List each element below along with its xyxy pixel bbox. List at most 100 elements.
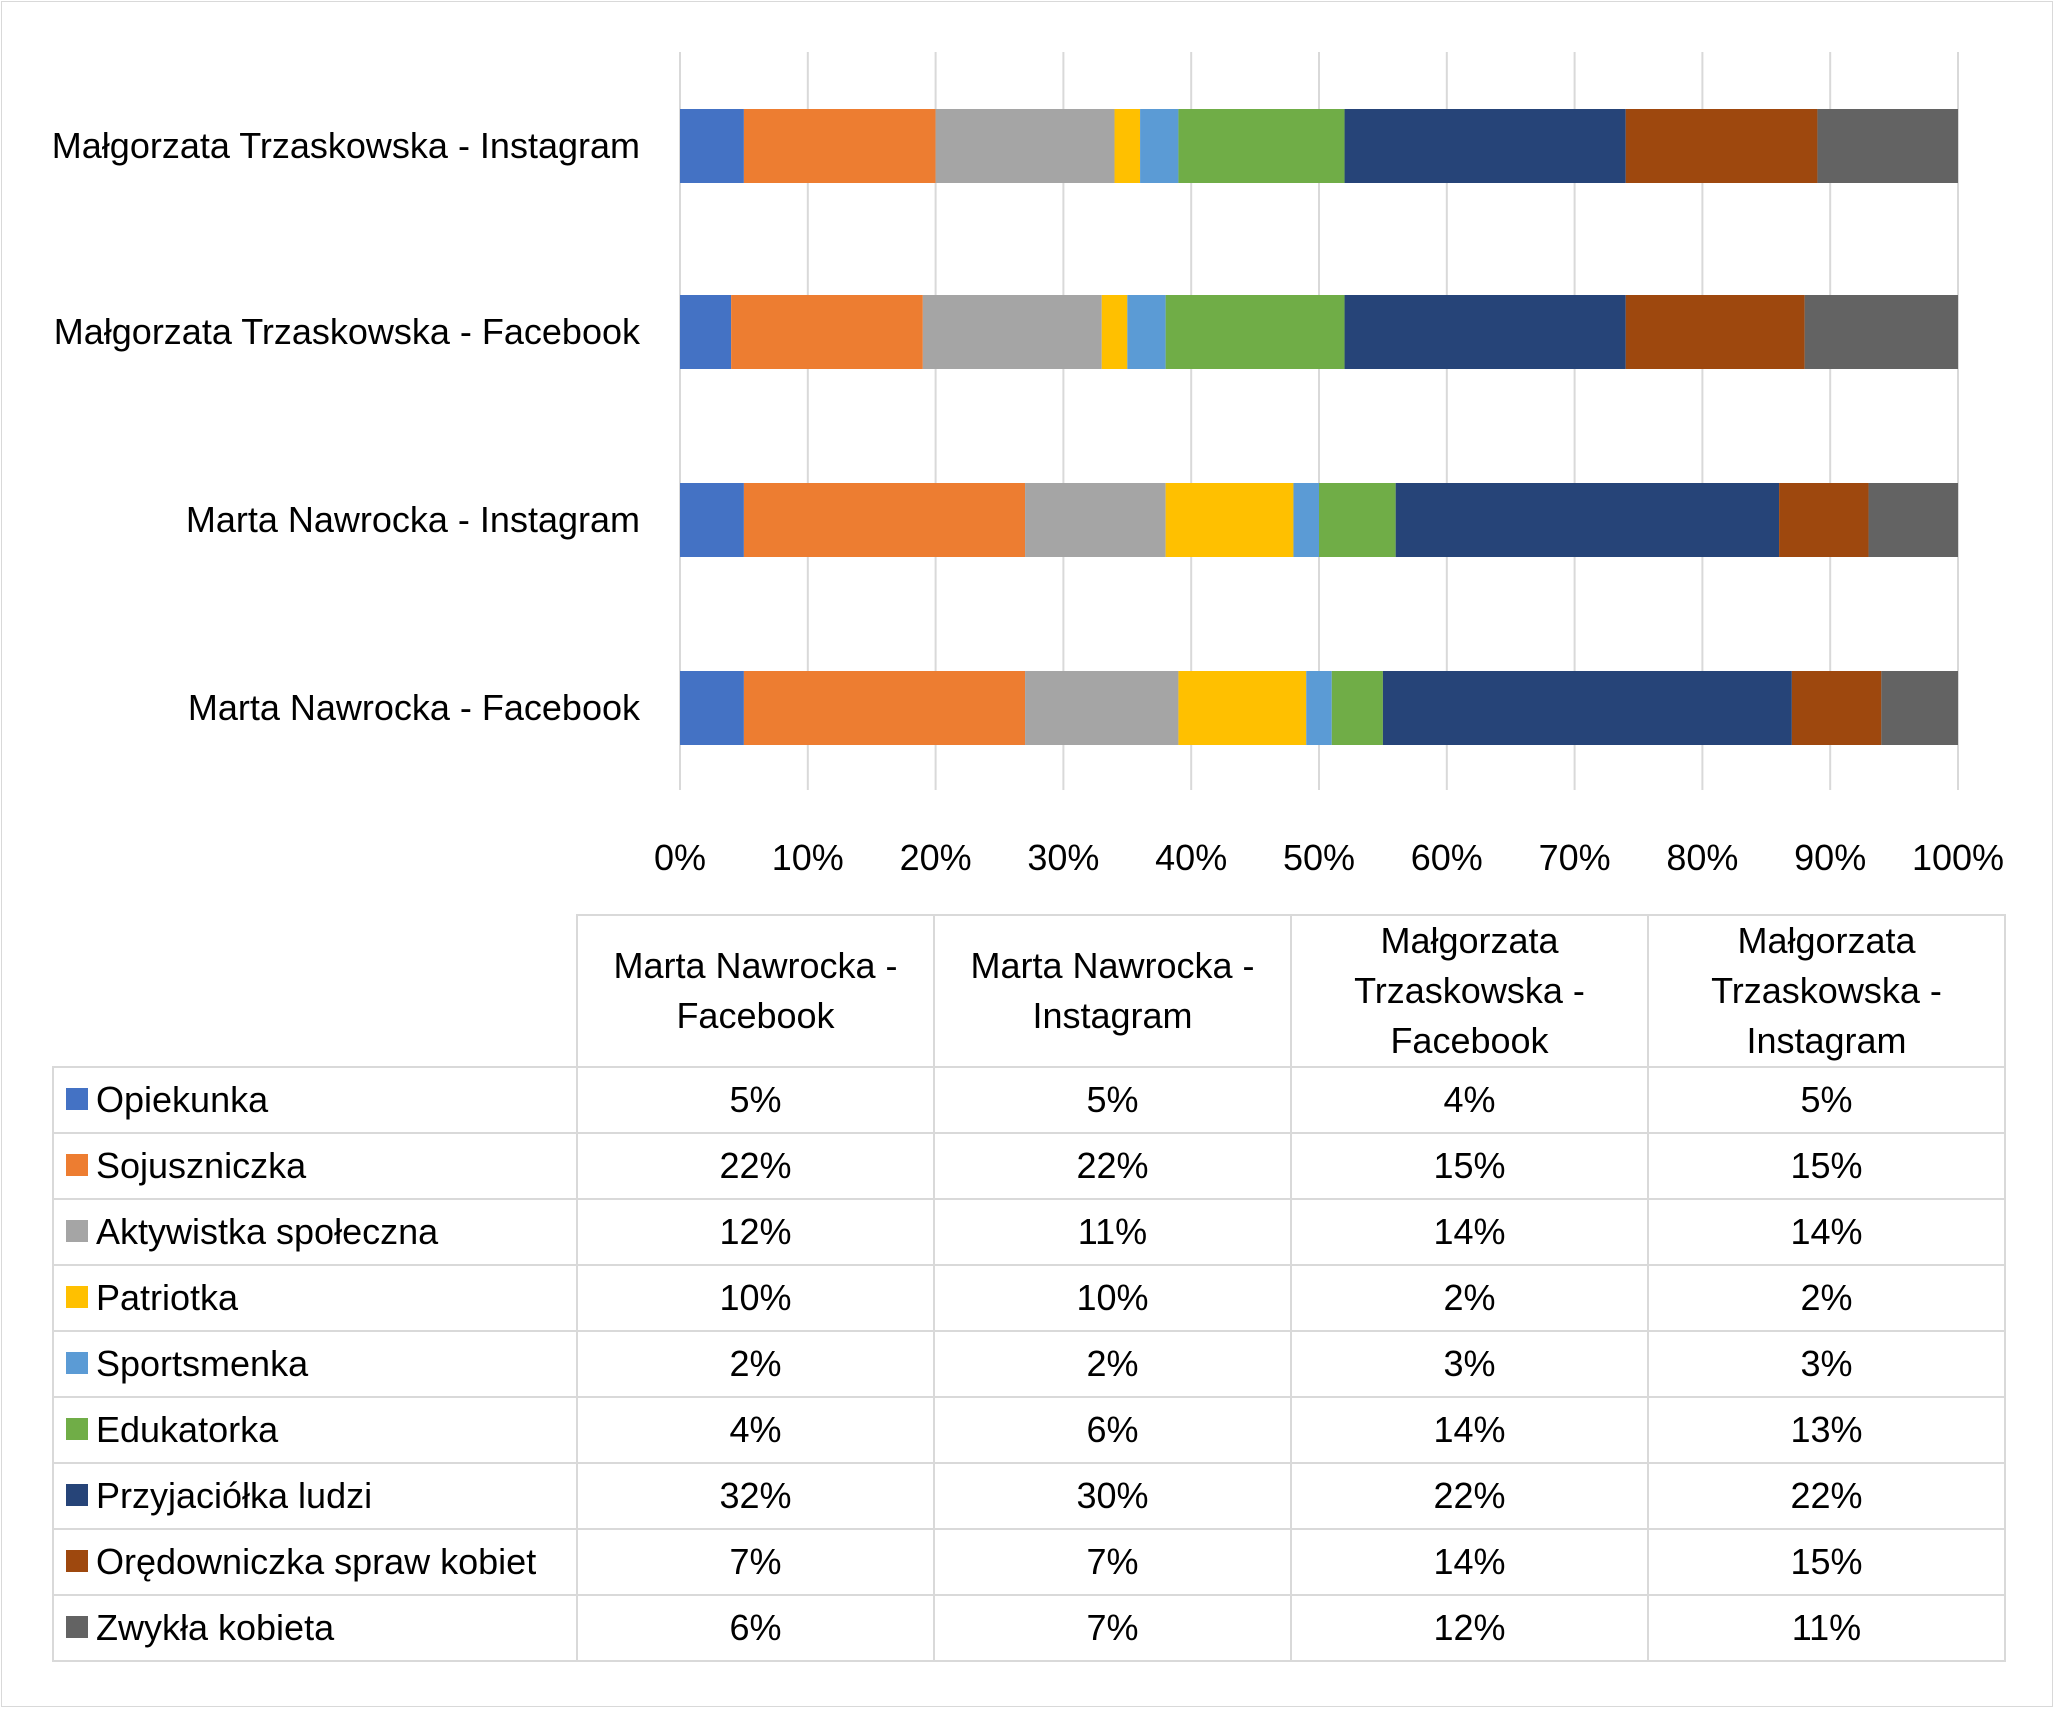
category-label: Małgorzata Trzaskowska - Instagram: [52, 125, 640, 166]
bar-segment: [1817, 109, 1958, 183]
bar-segment: [1625, 109, 1818, 183]
table-cell: 22%: [1647, 1462, 2006, 1530]
bar-segment: [743, 109, 936, 183]
bar-segment: [935, 109, 1115, 183]
x-tick-label: 80%: [1666, 837, 1738, 878]
bar-segment: [1306, 671, 1332, 745]
legend-swatch-icon: [66, 1616, 88, 1639]
table-cell: 15%: [1647, 1528, 2006, 1596]
table-row: Orędowniczka spraw kobiet 7% 7% 14% 15%: [52, 1528, 2006, 1596]
bar-segment: [1881, 671, 1958, 745]
table-row: Zwykła kobieta 6% 7% 12% 11%: [52, 1594, 2006, 1662]
bar-segment: [1319, 483, 1396, 557]
legend-entry: Aktywistka społeczna: [52, 1198, 578, 1266]
category-label: Marta Nawrocka - Facebook: [188, 687, 641, 728]
table-cell: 5%: [1647, 1066, 2006, 1134]
x-tick-label: 30%: [1027, 837, 1099, 878]
bar-segment: [1868, 483, 1958, 557]
bar-segment: [1025, 483, 1166, 557]
table-cell: 10%: [933, 1264, 1292, 1332]
table-row: Opiekunka 5% 5% 4% 5%: [52, 1066, 2006, 1134]
column-header: Małgorzata Trzaskowska - Facebook: [1290, 914, 1649, 1068]
legend-label: Orędowniczka spraw kobiet: [96, 1541, 537, 1582]
table-cell: 14%: [1290, 1396, 1649, 1464]
legend-label: Przyjaciółka ludzi: [96, 1475, 373, 1516]
bar-segment: [731, 295, 923, 369]
x-tick-label: 90%: [1794, 837, 1866, 878]
table-cell: 2%: [576, 1330, 935, 1398]
x-tick-label: 0%: [654, 837, 706, 878]
legend-entry: Przyjaciółka ludzi: [52, 1462, 578, 1530]
legend-swatch-icon: [66, 1154, 88, 1177]
table-cell: 6%: [576, 1594, 935, 1662]
bar-segment: [680, 109, 744, 183]
legend-label: Zwykła kobieta: [96, 1607, 335, 1648]
bar-segment: [1178, 671, 1307, 745]
table-cell: 7%: [933, 1528, 1292, 1596]
table-cell: 30%: [933, 1462, 1292, 1530]
table-cell: 13%: [1647, 1396, 2006, 1464]
x-tick-labels: 0% 10% 20% 30% 40% 50% 60% 70% 80% 90% 100%: [654, 837, 2004, 878]
table-cell: 11%: [1647, 1594, 2006, 1662]
table-cell: 12%: [576, 1198, 935, 1266]
legend-entry: Opiekunka: [52, 1066, 578, 1134]
table-cell: 3%: [1647, 1330, 2006, 1398]
table-cell: 12%: [1290, 1594, 1649, 1662]
category-label: Marta Nawrocka - Instagram: [186, 499, 640, 540]
x-tick-label: 50%: [1283, 837, 1355, 878]
table-row: Patriotka 10% 10% 2% 2%: [52, 1264, 2006, 1332]
legend-label: Sojuszniczka: [96, 1145, 307, 1186]
x-tick-label: 40%: [1155, 837, 1227, 878]
table-row: Aktywistka społeczna 12% 11% 14% 14%: [52, 1198, 2006, 1266]
legend-swatch-icon: [66, 1352, 88, 1375]
bar-segment: [1178, 109, 1345, 183]
bar-segment: [1293, 483, 1319, 557]
bar-segment: [1791, 671, 1882, 745]
category-labels: Marta Nawrocka - Facebook Marta Nawrocka …: [52, 125, 641, 728]
bar-segment: [1804, 295, 1958, 369]
x-tick-label: 60%: [1411, 837, 1483, 878]
legend-entry: Edukatorka: [52, 1396, 578, 1464]
table-row: Sojuszniczka 22% 22% 15% 15%: [52, 1132, 2006, 1200]
legend-swatch-icon: [66, 1088, 88, 1111]
table-cell: 3%: [1290, 1330, 1649, 1398]
bar-segment: [1165, 295, 1345, 369]
table-cell: 6%: [933, 1396, 1292, 1464]
legend-entry: Sojuszniczka: [52, 1132, 578, 1200]
category-label: Małgorzata Trzaskowska - Facebook: [54, 311, 641, 352]
x-tick-label: 100%: [1912, 837, 2004, 878]
legend-swatch-icon: [66, 1550, 88, 1573]
table-cell: 11%: [933, 1198, 1292, 1266]
legend-label: Sportsmenka: [96, 1343, 309, 1384]
table-cell: 5%: [576, 1066, 935, 1134]
table-header-row: Marta Nawrocka - Facebook Marta Nawrocka…: [53, 914, 2006, 1068]
bar-segment: [1625, 295, 1805, 369]
bar-segment: [1344, 109, 1626, 183]
legend-swatch-icon: [66, 1418, 88, 1441]
column-header: Marta Nawrocka - Facebook: [576, 914, 935, 1068]
table-row: Edukatorka 4% 6% 14% 13%: [52, 1396, 2006, 1464]
bar-segment: [1344, 295, 1626, 369]
bar-segment: [1140, 109, 1179, 183]
legend-entry: Sportsmenka: [52, 1330, 578, 1398]
table-cell: 14%: [1647, 1198, 2006, 1266]
bar-segment: [680, 295, 732, 369]
table-cell: 22%: [933, 1132, 1292, 1200]
legend-label: Opiekunka: [96, 1079, 269, 1120]
legend-swatch-icon: [66, 1484, 88, 1507]
table-cell: 15%: [1290, 1132, 1649, 1200]
x-tick-label: 10%: [772, 837, 844, 878]
bar-segment: [680, 671, 744, 745]
legend-entry: Zwykła kobieta: [52, 1594, 578, 1662]
table-cell: 7%: [576, 1528, 935, 1596]
bar-segment: [922, 295, 1102, 369]
bar-segment: [743, 671, 1026, 745]
bar-segment: [1114, 109, 1141, 183]
data-table: Marta Nawrocka - Facebook Marta Nawrocka…: [52, 914, 2006, 1662]
table-cell: 10%: [576, 1264, 935, 1332]
bar-segment: [1382, 671, 1792, 745]
table-corner: [53, 915, 578, 1068]
stacked-bar-chart: Marta Nawrocka - Facebook Marta Nawrocka …: [52, 52, 2004, 878]
legend-entry: Patriotka: [52, 1264, 578, 1332]
